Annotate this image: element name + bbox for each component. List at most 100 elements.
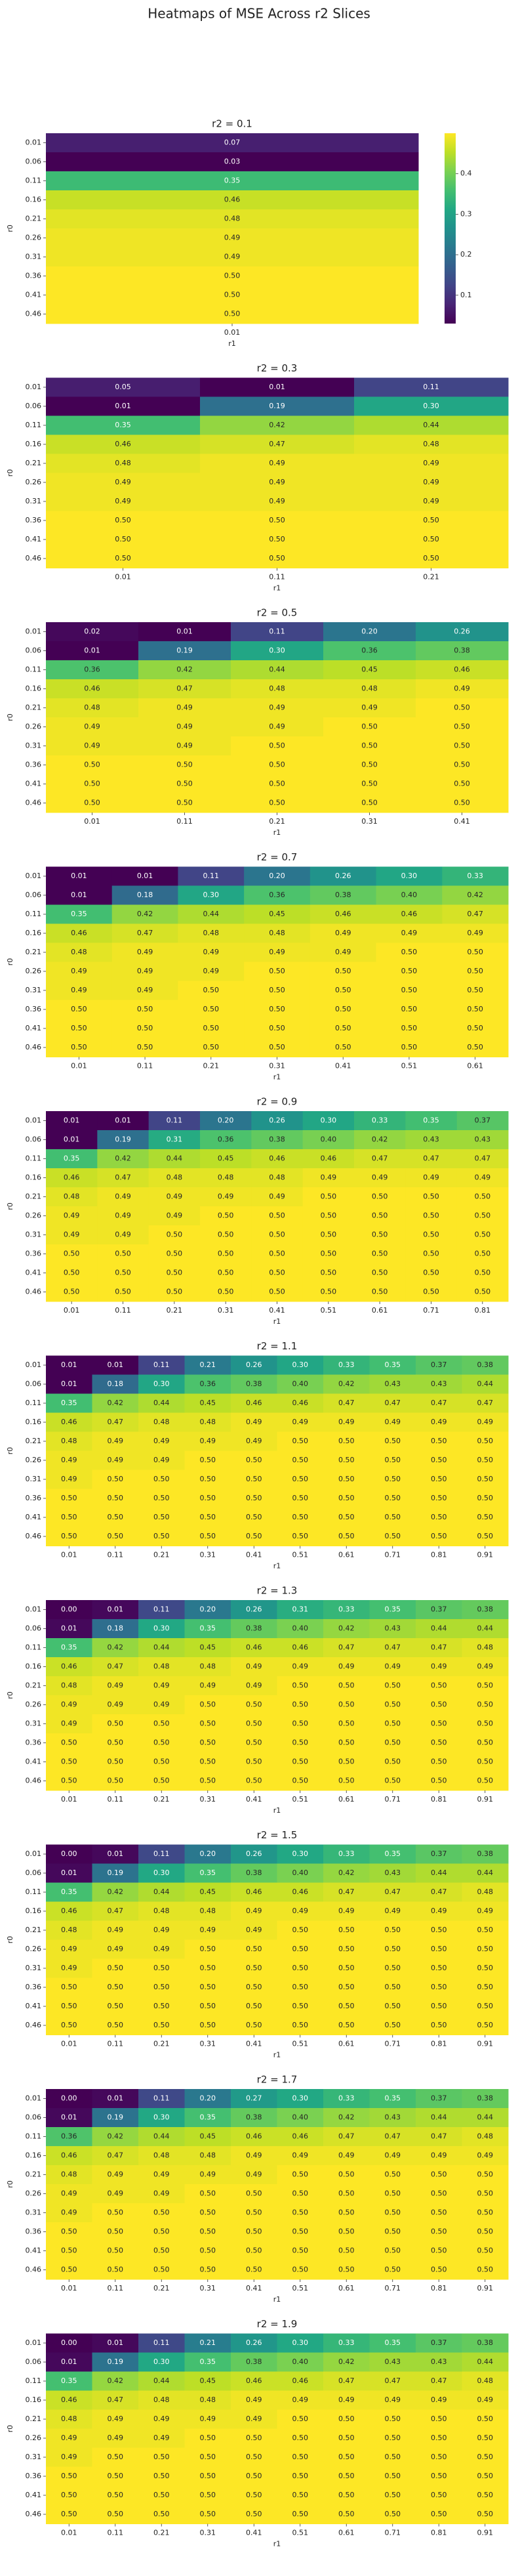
heatmap-cell [200,434,355,454]
cell-label: 0.50 [431,2472,447,2480]
y-tick-label: 0.41 [26,2247,42,2255]
heatmap-cell [92,1489,139,1508]
heatmap-cell [323,1676,370,1696]
y-tick-label: 0.21 [26,1193,42,1201]
cell-label: 0.50 [431,1681,447,1690]
heatmap-cell [92,2485,139,2505]
cell-label: 0.01 [108,1361,124,1369]
heatmap-cell [416,1882,462,1902]
heatmap-cell [462,1882,509,1902]
heatmap-cell [462,1638,509,1658]
cell-label: 0.49 [246,1926,262,1934]
cell-label: 0.42 [338,1869,355,1877]
heatmap-cell [92,2504,139,2524]
cell-label: 0.50 [431,2266,447,2274]
cell-label: 0.11 [153,2338,170,2347]
x-axis-label: r1 [273,1317,281,1326]
cell-label: 0.50 [108,2491,124,2499]
cell-label: 0.38 [454,646,470,655]
heatmap-cell [46,2371,92,2391]
heatmap-cell [231,641,324,661]
heatmap-cell [302,1111,355,1131]
cell-label: 0.48 [61,2415,77,2423]
cell-label: 0.35 [385,2094,401,2103]
cell-label: 0.43 [385,1380,401,1388]
cell-label: 0.49 [108,2189,124,2198]
y-tick-label: 0.01 [26,2094,42,2103]
cell-label: 0.49 [64,1212,80,1220]
cell-label: 0.26 [246,2338,262,2347]
cell-label: 0.50 [423,1250,439,1258]
cell-label: 0.50 [477,1437,494,1445]
cell-label: 0.50 [385,2170,401,2179]
heatmap-cell [323,1412,370,1432]
cell-label: 0.50 [61,1513,77,1521]
heatmap-cell [244,1038,311,1057]
cell-label: 0.35 [385,2338,401,2347]
cell-label: 0.50 [108,2266,124,2274]
y-tick-label: 0.21 [26,1681,42,1690]
cell-label: 0.50 [61,2472,77,2480]
heatmap-cell [46,285,419,305]
cell-label: 0.30 [292,2094,309,2103]
cell-label: 0.50 [115,1250,131,1258]
cell-label: 0.50 [61,1494,77,1502]
cell-label: 0.27 [246,2094,262,2103]
x-tick-label: 0.61 [338,2040,355,2048]
heatmap-cell [277,2016,324,2035]
heatmap-cell [46,2146,92,2166]
heatmap-cell [323,1657,370,1677]
heatmap-cell [323,1355,370,1375]
cell-label: 0.45 [200,1643,216,1652]
cell-label: 0.49 [115,1231,131,1239]
heatmap-cell [97,1168,149,1188]
cell-label: 0.45 [218,1154,234,1163]
cell-label: 0.50 [246,2472,262,2480]
y-tick-label: 0.26 [26,1456,42,1464]
cell-label: 0.50 [153,2453,170,2461]
cell-label: 0.50 [108,1739,124,1747]
colorbar-tick-label: 0.2 [460,250,472,259]
x-tick-label: 0.31 [200,2284,216,2292]
heatmap-cell [46,1863,92,1883]
cell-label: 0.30 [423,402,439,410]
heatmap-cell [354,434,509,454]
cell-label: 0.46 [269,1154,285,1163]
x-axis-label: r1 [273,828,281,837]
cell-label: 0.48 [200,2151,216,2160]
heatmap-cell [416,2428,462,2448]
heatmap-cell [138,2390,185,2410]
heatmap-cell [46,1111,98,1131]
x-tick-label: 0.31 [200,1551,216,1559]
y-tick-label: 0.26 [26,478,42,486]
cell-label: 0.47 [431,2132,447,2141]
cell-label: 0.50 [176,761,193,769]
cell-label: 0.33 [338,1605,355,1614]
cell-label: 0.50 [108,2453,124,2461]
cell-label: 0.50 [431,1532,447,1540]
cell-label: 0.50 [200,2434,216,2442]
heatmap: r2 = 1.30.00 0.01 0.11 0.20 0.26 0.31 0.33 0.35… [6,1585,509,1815]
heatmap-cell [231,1752,277,1772]
cell-label: 0.35 [64,1154,80,1163]
heatmap-cell [138,1996,185,2016]
heatmap-cell [323,2222,370,2242]
cell-label: 0.50 [431,2434,447,2442]
cell-label: 0.49 [61,1964,77,1972]
heatmap-cell [369,1901,416,1921]
y-tick-label: 0.26 [26,1700,42,1709]
y-tick-label: 0.26 [26,234,42,242]
heatmap-cell [442,961,509,981]
cell-label: 0.50 [61,2510,77,2518]
heatmap-cell [138,1977,185,1997]
heatmap-cell [92,1695,139,1715]
cell-label: 0.50 [292,2208,309,2217]
cell-label: 0.49 [338,2151,355,2160]
cell-label: 0.47 [372,1154,388,1163]
heatmap-cell [46,1695,92,1715]
cell-label: 0.47 [338,2132,355,2141]
cell-label: 0.50 [385,1513,401,1521]
heatmap-cell [277,2390,324,2410]
cell-label: 0.50 [61,1758,77,1766]
heatmap-cell [184,1882,231,1902]
